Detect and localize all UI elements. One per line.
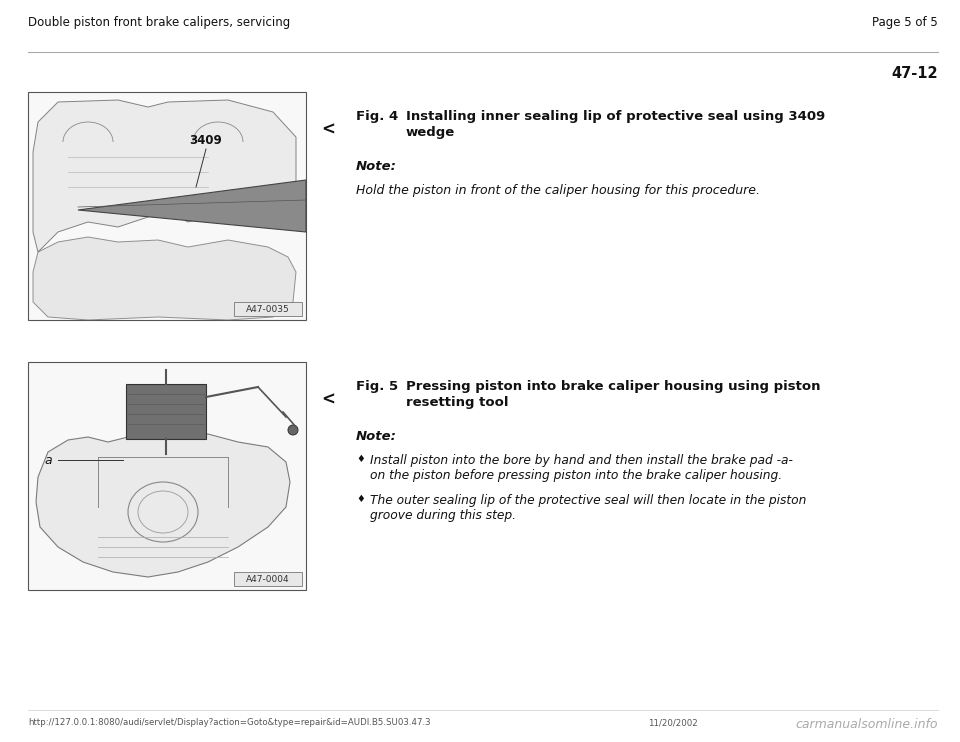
Text: Page 5 of 5: Page 5 of 5 bbox=[873, 16, 938, 29]
Text: http://127.0.0.1:8080/audi/servlet/Display?action=Goto&type=repair&id=AUDI.B5.SU: http://127.0.0.1:8080/audi/servlet/Displ… bbox=[28, 718, 431, 727]
Text: wedge: wedge bbox=[406, 126, 455, 139]
Text: Double piston front brake calipers, servicing: Double piston front brake calipers, serv… bbox=[28, 16, 290, 29]
Text: groove during this step.: groove during this step. bbox=[370, 509, 516, 522]
Bar bbox=[234, 572, 302, 586]
Text: ♦: ♦ bbox=[356, 494, 365, 504]
Bar bbox=[126, 384, 206, 439]
Text: A47-0035: A47-0035 bbox=[246, 304, 290, 314]
Text: A47-0004: A47-0004 bbox=[246, 574, 290, 583]
Bar bbox=[234, 302, 302, 316]
Text: Note:: Note: bbox=[356, 430, 396, 443]
Text: carmanualsomline.info: carmanualsomline.info bbox=[796, 718, 938, 731]
Text: Fig. 5: Fig. 5 bbox=[356, 380, 398, 393]
Text: 11/20/2002: 11/20/2002 bbox=[648, 718, 698, 727]
Text: Hold the piston in front of the caliper housing for this procedure.: Hold the piston in front of the caliper … bbox=[356, 184, 760, 197]
Text: <: < bbox=[321, 391, 335, 409]
Polygon shape bbox=[78, 180, 306, 232]
Text: a: a bbox=[44, 453, 52, 467]
Text: Fig. 4: Fig. 4 bbox=[356, 110, 398, 123]
Text: Install piston into the bore by hand and then install the brake pad -a-: Install piston into the bore by hand and… bbox=[370, 454, 793, 467]
Text: The outer sealing lip of the protective seal will then locate in the piston: The outer sealing lip of the protective … bbox=[370, 494, 806, 507]
Text: <: < bbox=[321, 121, 335, 139]
Bar bbox=[28, 362, 306, 590]
Polygon shape bbox=[33, 100, 296, 252]
Polygon shape bbox=[33, 237, 296, 320]
Text: resetting tool: resetting tool bbox=[406, 396, 509, 409]
Circle shape bbox=[288, 425, 298, 435]
Bar bbox=[28, 92, 306, 320]
Text: 3409: 3409 bbox=[190, 134, 223, 146]
Polygon shape bbox=[36, 434, 290, 577]
Text: Pressing piston into brake caliper housing using piston: Pressing piston into brake caliper housi… bbox=[406, 380, 821, 393]
Text: Installing inner sealing lip of protective seal using 3409: Installing inner sealing lip of protecti… bbox=[406, 110, 826, 123]
Text: Note:: Note: bbox=[356, 160, 396, 173]
Text: on the piston before pressing piston into the brake caliper housing.: on the piston before pressing piston int… bbox=[370, 469, 782, 482]
Text: ♦: ♦ bbox=[356, 454, 365, 464]
Text: 47-12: 47-12 bbox=[892, 66, 938, 81]
